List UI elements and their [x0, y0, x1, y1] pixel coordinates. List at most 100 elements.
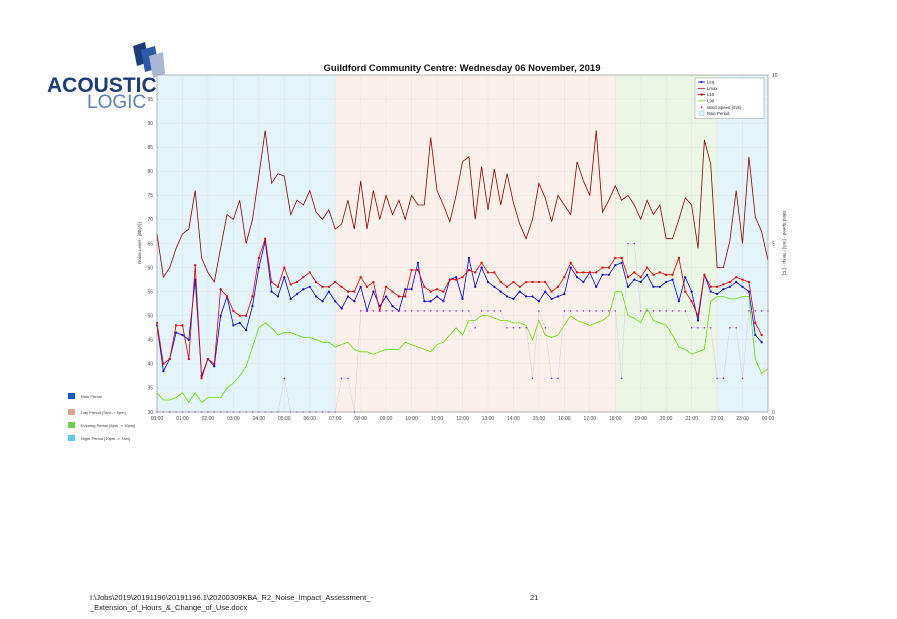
data-point: [697, 326, 699, 329]
data-point: [442, 300, 445, 303]
data-point: [620, 256, 623, 259]
x-tick-label: 02:00: [202, 416, 215, 422]
series-line-l10: [156, 238, 762, 379]
data-point: [200, 377, 203, 380]
data-point: [480, 266, 483, 269]
x-tick-label: 08:00: [354, 416, 367, 422]
data-point: [353, 300, 356, 303]
data-point: [474, 271, 477, 274]
data-point: [518, 290, 521, 293]
data-point: [359, 285, 362, 288]
data-point: [677, 300, 680, 303]
data-point: [442, 290, 445, 293]
data-point: [493, 271, 496, 274]
y-tick-label: 80: [147, 169, 153, 175]
data-point: [760, 310, 763, 312]
series-line-l90: [156, 291, 769, 404]
data-point: [187, 338, 190, 341]
data-point: [289, 297, 292, 300]
data-point: [607, 273, 610, 276]
data-point: [245, 314, 248, 317]
series-line-lmax: [156, 130, 769, 284]
data-point: [684, 276, 687, 279]
data-point: [741, 278, 744, 281]
footer-path-line2: _Extension_of_Hours_&_Change_of_Use.docx: [90, 603, 248, 612]
data-point: [468, 310, 470, 312]
data-point: [206, 358, 209, 361]
data-point: [601, 273, 604, 276]
data-point: [404, 295, 407, 298]
data-point: [289, 283, 292, 286]
data-point: [181, 324, 184, 327]
data-point: [696, 319, 700, 322]
data-point: [544, 326, 547, 329]
side-legend-swatch: [68, 409, 75, 415]
data-point: [435, 295, 439, 298]
data-point: [340, 307, 343, 310]
x-tick-label: 12:00: [456, 416, 469, 422]
x-tick-label: 09:00: [380, 416, 393, 422]
data-point: [366, 285, 369, 288]
legend-marker: [700, 81, 703, 83]
legend-swatch: [698, 111, 705, 116]
y-tick-label: 85: [147, 145, 153, 151]
data-point: [748, 310, 750, 312]
data-point: [315, 281, 318, 284]
x-tick-label: 21:00: [685, 416, 698, 422]
data-point: [595, 271, 598, 274]
legend-label: Lmax: [707, 86, 718, 91]
data-point: [728, 281, 731, 284]
data-point: [340, 285, 343, 288]
x-tick-label: 20:00: [660, 416, 673, 422]
data-point: [174, 331, 178, 334]
data-point: [404, 310, 407, 312]
data-point: [410, 288, 413, 291]
data-point: [423, 310, 426, 312]
data-point: [213, 365, 216, 368]
data-point: [690, 326, 693, 329]
y-tick-label: 65: [147, 241, 153, 247]
data-point: [544, 281, 547, 284]
data-point: [652, 285, 655, 288]
data-point: [633, 242, 636, 245]
data-point: [722, 288, 725, 291]
data-point: [448, 310, 451, 312]
data-point: [658, 271, 661, 274]
data-point: [429, 290, 432, 293]
y2-tick-label: 10: [772, 73, 778, 79]
legend-label: L90: [707, 99, 715, 104]
data-point: [760, 333, 763, 336]
data-point: [385, 285, 388, 288]
data-point: [525, 281, 528, 284]
data-point: [366, 310, 368, 312]
footer-path-line1: I:\Jobs\2019\20191196\20191196.1\2020030…: [90, 593, 373, 602]
legend-box: [694, 77, 765, 119]
data-point: [639, 276, 642, 279]
legend-swatch: [700, 106, 703, 109]
y-tick-label: 55: [147, 289, 153, 295]
data-point: [690, 290, 693, 293]
data-point: [372, 310, 375, 312]
data-point: [659, 310, 661, 312]
data-point: [658, 285, 661, 288]
y2-tick-label: 0: [772, 410, 775, 416]
data-point: [722, 377, 725, 380]
data-point: [696, 314, 699, 317]
data-point: [327, 285, 330, 288]
chart-axes: 30 35 40 45 50 55 60 65 70 75 80 85 90 95 0 5 10 00:00 01:…: [147, 73, 777, 422]
data-point: [480, 261, 483, 264]
x-tick-label: 00:00: [762, 416, 775, 422]
side-legend-swatch: [68, 393, 75, 399]
y-tick-label: 35: [147, 386, 153, 392]
data-point: [455, 310, 457, 312]
x-tick-label: 07:00: [329, 416, 342, 422]
data-point: [410, 310, 413, 312]
data-point: [741, 285, 744, 288]
data-point: [512, 297, 515, 300]
data-point: [385, 295, 388, 298]
data-point: [665, 280, 668, 284]
data-point: [531, 377, 534, 380]
data-point: [194, 264, 197, 267]
data-point: [639, 280, 642, 284]
data-point: [741, 377, 744, 380]
